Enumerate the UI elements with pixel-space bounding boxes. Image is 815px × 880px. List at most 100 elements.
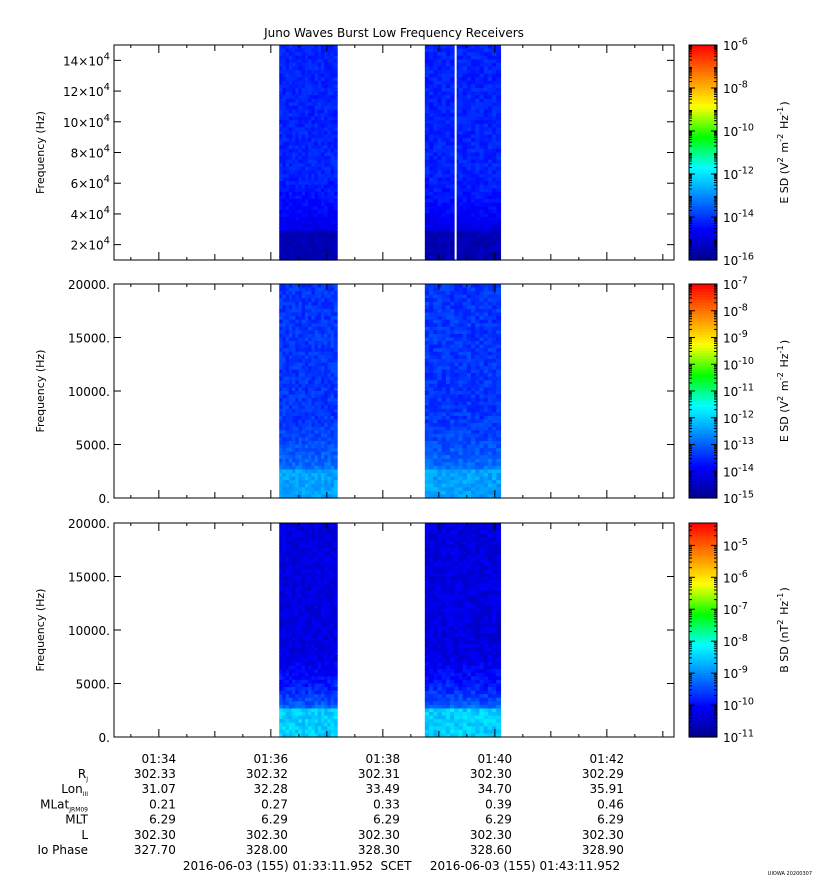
spectrogram-cell bbox=[487, 430, 493, 435]
spectrogram-cell bbox=[450, 465, 455, 471]
spectrogram-cell bbox=[471, 408, 476, 413]
spectrogram-cell bbox=[496, 123, 502, 129]
spectrogram-cell bbox=[441, 366, 447, 371]
spectrogram-cell bbox=[429, 330, 434, 335]
spectrogram-cell bbox=[295, 341, 300, 346]
spectrogram-cell bbox=[454, 312, 460, 317]
spectrogram-cell bbox=[314, 448, 319, 453]
spectrogram-cell bbox=[437, 284, 443, 289]
spectrogram-cell bbox=[330, 284, 335, 289]
spectrogram-cell bbox=[327, 131, 332, 136]
spectrogram-cell bbox=[492, 166, 497, 172]
spectrogram-cell bbox=[279, 465, 284, 471]
spectrogram-cell bbox=[321, 362, 325, 367]
spectrogram-cell bbox=[317, 206, 322, 211]
spectrogram-cell bbox=[471, 55, 476, 60]
spectrogram-cell bbox=[314, 440, 319, 446]
figure-title: Juno Waves Burst Low Frequency Receivers bbox=[263, 26, 524, 40]
spectrogram-cell bbox=[487, 70, 493, 75]
spectrogram-cell bbox=[437, 301, 443, 306]
spectrogram-cell bbox=[475, 213, 481, 218]
spectrogram-cell bbox=[288, 127, 293, 132]
spectrogram-cell bbox=[437, 333, 443, 339]
spectrogram-cell bbox=[282, 227, 287, 232]
spectrogram-cell bbox=[333, 433, 338, 438]
spectrogram-cell bbox=[330, 316, 335, 321]
spectrogram-cell bbox=[327, 127, 332, 132]
spectrogram-cell bbox=[285, 181, 290, 186]
spectrogram-cell bbox=[462, 305, 468, 310]
spectrogram-cell bbox=[466, 348, 472, 353]
spectrogram-cell bbox=[483, 48, 489, 53]
spectrogram-cell bbox=[441, 209, 447, 215]
spectrogram-cell bbox=[292, 419, 296, 424]
spectrogram-cell bbox=[333, 45, 338, 50]
spectrogram-cell bbox=[279, 181, 284, 186]
spectrogram-cell bbox=[445, 366, 451, 371]
spectrogram-cell bbox=[466, 408, 472, 413]
colorbar-swatch bbox=[689, 125, 717, 129]
spectrogram-cell bbox=[314, 337, 319, 342]
spectrogram-cell bbox=[330, 48, 335, 53]
spectrogram-cell bbox=[279, 376, 284, 381]
spectrogram-cell bbox=[458, 415, 464, 421]
colorbar-swatch bbox=[689, 122, 717, 127]
spectrogram-cell bbox=[487, 73, 493, 78]
spectrogram-cell bbox=[279, 291, 284, 296]
spectrogram-cell bbox=[304, 319, 309, 324]
spectrogram-cell bbox=[466, 177, 472, 182]
spectrogram-cell bbox=[288, 80, 293, 86]
spectrogram-cell bbox=[285, 376, 290, 381]
spectrogram-cell bbox=[324, 380, 329, 385]
spectrogram-cell bbox=[483, 423, 489, 428]
spectrogram-cell bbox=[317, 145, 322, 150]
spectrogram-cell bbox=[285, 401, 290, 406]
spectrogram-cell bbox=[479, 469, 485, 474]
spectrogram-cell bbox=[458, 458, 464, 463]
spectrogram-cell bbox=[324, 323, 329, 328]
spectrogram-cell bbox=[304, 351, 309, 356]
spectrogram-cell bbox=[466, 458, 472, 463]
spectrogram-cell bbox=[282, 123, 287, 129]
spectrogram-cell bbox=[437, 245, 443, 250]
spectrogram-cell bbox=[282, 312, 287, 317]
spectrogram-cell bbox=[437, 330, 443, 335]
spectrogram-cell bbox=[311, 156, 316, 161]
spectrogram-cell bbox=[324, 249, 329, 254]
colorbar-swatch bbox=[689, 431, 717, 435]
spectrogram-cell bbox=[308, 91, 312, 96]
spectrogram-cell bbox=[321, 170, 325, 175]
spectrogram-cell bbox=[279, 494, 284, 499]
spectrogram-cell bbox=[466, 206, 472, 211]
spectrogram-cell bbox=[324, 291, 329, 296]
colorbar-tick-label: 10-11 bbox=[723, 383, 754, 399]
spectrogram-cell bbox=[330, 234, 335, 240]
colorbar-swatch bbox=[689, 444, 717, 448]
spectrogram-cell bbox=[292, 224, 296, 229]
spectrogram-cell bbox=[279, 319, 284, 324]
colorbar-frame bbox=[688, 44, 718, 261]
spectrogram-cell bbox=[429, 319, 434, 324]
spectrogram-cell bbox=[314, 373, 319, 378]
spectrogram-cell bbox=[324, 344, 329, 349]
spectrogram-cell bbox=[450, 483, 455, 488]
spectrogram-cell bbox=[471, 423, 476, 428]
spectrogram-cell bbox=[496, 401, 502, 406]
spectrogram-cell bbox=[279, 109, 284, 114]
spectrogram-cell bbox=[466, 405, 472, 410]
spectrogram-cell bbox=[458, 66, 464, 71]
spectrogram-cell bbox=[308, 127, 312, 132]
spectrogram-cell bbox=[437, 138, 443, 143]
spectrogram-cell bbox=[424, 383, 430, 389]
spectrogram-cell bbox=[317, 330, 322, 335]
spectrogram-cell bbox=[479, 188, 485, 193]
spectrogram-cell bbox=[311, 523, 316, 528]
spectrogram-cell bbox=[301, 301, 306, 306]
spectrogram-cell bbox=[321, 426, 325, 431]
spectrogram-cell bbox=[454, 448, 460, 453]
spectrogram-cell bbox=[311, 319, 316, 324]
spectrogram-cell bbox=[308, 394, 312, 399]
spectrogram-cell bbox=[433, 465, 439, 471]
spectrogram-cell bbox=[298, 174, 303, 179]
spectrogram-cell bbox=[424, 358, 430, 364]
